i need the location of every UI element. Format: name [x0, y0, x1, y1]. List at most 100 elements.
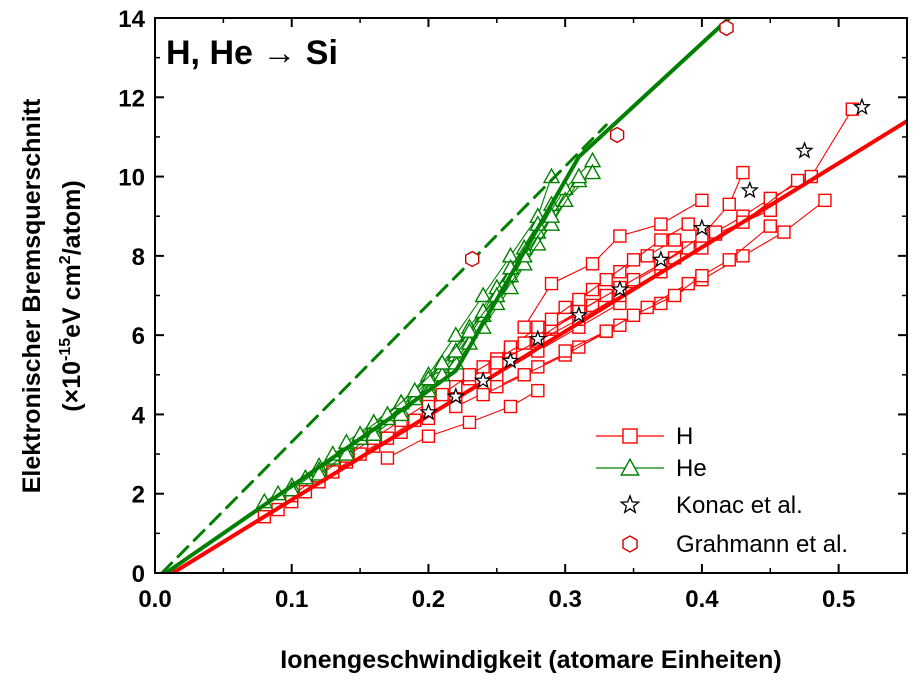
data-point	[517, 368, 531, 382]
legend-label: Grahmann et al.	[676, 531, 848, 558]
legend-label: He	[676, 455, 707, 482]
data-point	[556, 191, 574, 208]
x-axis-title: Ionengeschwindigkeit (atomare Einheiten)	[280, 646, 781, 674]
fit-lines-layer	[160, 18, 907, 573]
data-point	[736, 249, 750, 263]
data-point	[654, 233, 668, 247]
data-point	[337, 445, 356, 461]
data-point	[460, 322, 479, 338]
data-point	[446, 386, 465, 405]
data-point	[419, 402, 438, 421]
data-point	[503, 399, 518, 414]
data-point	[380, 451, 395, 465]
data-point	[626, 253, 641, 267]
series-konac-et-al-	[419, 97, 872, 421]
data-point	[613, 265, 627, 279]
data-point	[447, 342, 465, 358]
y-unit-close: /atom)	[58, 180, 86, 255]
y-unit-exp1: -15	[57, 338, 74, 361]
data-point	[490, 379, 504, 394]
data-point	[599, 272, 613, 287]
data-point	[558, 344, 572, 358]
data-point	[474, 286, 492, 303]
data-point	[667, 288, 682, 303]
data-point	[722, 197, 736, 212]
data-point	[433, 353, 451, 370]
data-point	[542, 215, 561, 231]
data-point	[818, 193, 832, 208]
legend-entry-he: He	[596, 455, 707, 482]
data-point	[490, 356, 504, 370]
data-point	[736, 165, 750, 180]
data-point	[583, 163, 602, 180]
data-point	[613, 229, 627, 243]
data-point	[476, 387, 490, 402]
y-tick-label: 8	[132, 244, 145, 271]
data-point	[640, 300, 654, 315]
data-point	[419, 369, 438, 386]
data-point	[626, 308, 641, 323]
legend-label: Konac et al.	[676, 492, 803, 519]
series-line	[455, 199, 826, 407]
data-point	[435, 387, 449, 402]
series-grahmann-et-al-	[465, 19, 734, 268]
x-tick-label: 0.5	[822, 586, 855, 613]
x-tick-label: 0.0	[138, 586, 171, 613]
data-point	[719, 19, 734, 37]
legend-entry-grahmann-et-al: Grahmann et al.	[622, 531, 848, 558]
legend-marker	[622, 535, 638, 553]
data-point	[406, 381, 424, 398]
data-point	[517, 320, 531, 334]
data-point	[610, 279, 630, 298]
data-point	[613, 318, 627, 332]
data-point	[667, 233, 682, 247]
panel-title: H, He → Si	[166, 34, 338, 72]
legend-marker	[620, 457, 640, 476]
y-tick-label: 6	[132, 323, 145, 350]
x-tick-label: 0.4	[685, 586, 719, 613]
data-point	[610, 126, 625, 144]
data-point	[465, 250, 480, 268]
fit-line	[160, 123, 608, 573]
legend-label: H	[676, 423, 693, 450]
data-point	[640, 249, 654, 263]
data-point	[542, 207, 561, 223]
data-point	[447, 326, 465, 342]
legend-entry-konac-et-al: Konac et al.	[619, 492, 803, 519]
y-tick-label: 4	[132, 402, 146, 429]
legend-entry-h: H	[596, 423, 693, 450]
x-tick-label: 0.2	[412, 586, 445, 613]
data-point	[462, 368, 477, 382]
data-point	[585, 257, 600, 271]
data-point	[692, 218, 712, 236]
data-point	[695, 268, 709, 283]
fit-line	[163, 18, 732, 573]
y-axis-title-line1: Elektronischer Bremsquerschnitt	[18, 98, 46, 493]
reference-markers-layer	[419, 19, 872, 421]
y-unit-open: (×10	[58, 361, 86, 412]
data-point	[852, 97, 872, 115]
data-point	[795, 141, 814, 159]
fit-line	[170, 119, 907, 573]
data-point	[531, 360, 545, 374]
data-point	[651, 250, 671, 268]
data-point	[515, 254, 533, 271]
data-point	[569, 305, 589, 324]
data-point	[572, 292, 586, 307]
y-tick-label: 0	[132, 561, 145, 588]
y-axis-title-line2: (×10-15eV cm2/atom)	[57, 180, 86, 411]
data-point	[740, 180, 759, 199]
data-point	[544, 276, 559, 291]
data-point	[777, 225, 791, 239]
data-point	[501, 351, 520, 369]
data-point	[722, 253, 736, 267]
y-unit-exp2: 2	[57, 255, 74, 264]
data-point	[558, 300, 572, 315]
data-point	[501, 278, 520, 295]
data-point	[517, 336, 531, 350]
y-tick-label: 2	[132, 482, 145, 509]
data-point	[473, 371, 493, 389]
y-tick-label: 10	[118, 165, 145, 192]
